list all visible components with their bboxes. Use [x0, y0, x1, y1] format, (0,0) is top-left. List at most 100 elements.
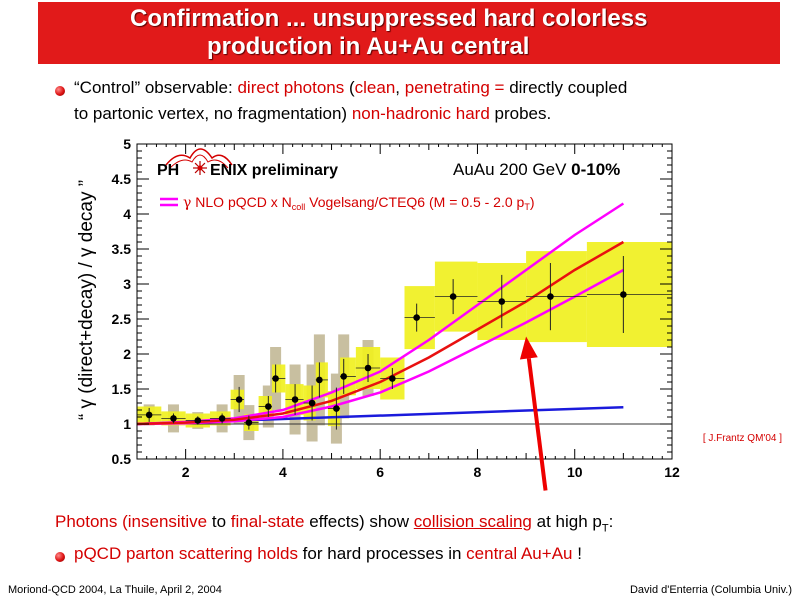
text-span: Photons ( [55, 512, 128, 531]
data-point [303, 385, 316, 421]
x-tick-label: 6 [376, 464, 384, 480]
y-tick-label: 3.5 [112, 241, 132, 257]
phenix-logo-arcs [165, 148, 233, 166]
data-point [380, 368, 405, 389]
text-span: T [524, 202, 530, 212]
data-point [477, 274, 527, 329]
text-span: at high p [531, 512, 602, 531]
text-span: ) [530, 194, 535, 210]
data-point [340, 358, 356, 394]
data-marker [413, 314, 420, 321]
title-bar [38, 2, 780, 64]
data-marker [449, 293, 457, 300]
data-marker [291, 396, 299, 403]
data-marker [620, 291, 627, 298]
data-point [137, 407, 162, 422]
x-tick-label: 12 [664, 464, 680, 480]
star-core [197, 165, 203, 171]
y-tick-label: 2.5 [112, 311, 132, 327]
penetrating-text: penetrating = [404, 78, 505, 97]
data-point [209, 413, 231, 424]
clean-text: clean [354, 78, 396, 97]
bullet-2-line: pQCD parton scattering holds for hard pr… [74, 544, 582, 564]
y-tick-label: 0.5 [112, 451, 132, 467]
red-arrow-head [519, 336, 538, 360]
footer-left: Moriond-QCD 2004, La Thuile, April 2, 20… [8, 584, 222, 596]
data-marker [145, 411, 153, 419]
phenix-label: PH [157, 162, 179, 179]
data-marker [389, 375, 396, 382]
text-span: directly coupled [504, 78, 628, 97]
footer-right: David d'Enterria (Columbia Univ.) [629, 584, 792, 596]
data-point [285, 384, 304, 415]
data-marker [340, 373, 348, 380]
legend-text: γ NLO pQCD x Ncoll Vogelsang/CTEQ6 (M = … [183, 194, 534, 212]
title-line-1: Confirmation ... unsuppressed hard color… [130, 5, 648, 32]
text-span: probes. [489, 104, 552, 123]
text-span: effects) show [304, 512, 414, 531]
data-marker [498, 298, 506, 305]
pqcd-text: pQCD parton scattering holds [74, 544, 298, 563]
y-tick-label: 4 [123, 206, 131, 222]
text-span: γ [183, 195, 191, 211]
data-point [355, 354, 381, 382]
data-point [161, 413, 186, 424]
data-marker [364, 364, 372, 372]
phenix-star-icon [193, 161, 207, 175]
data-point [586, 256, 672, 333]
text-span: to [207, 512, 231, 531]
central-auau-text: central Au+Au [466, 544, 573, 563]
y-tick-label: 4.5 [112, 171, 132, 187]
data-marker [547, 293, 554, 300]
text-span: , [395, 78, 405, 97]
text-span: : [608, 512, 614, 531]
text-span: to partonic vertex, no fragmentation) [74, 104, 352, 123]
data-marker [235, 396, 243, 403]
bullet-marker-1 [55, 86, 65, 96]
data-marker [170, 415, 177, 422]
plot-frame [136, 143, 673, 460]
text-span: NLO pQCD x N [191, 194, 291, 210]
data-point [271, 364, 286, 393]
x-tick-label: 8 [474, 464, 482, 480]
collision-scaling-text: collision scaling [413, 512, 532, 531]
direct-photons-text: direct photons [237, 78, 345, 97]
y-tick-label: 3 [123, 276, 131, 292]
y-tick-label: 2 [123, 346, 131, 362]
text-span: ( [344, 78, 355, 97]
conclusion-line: Photons (insensitive to final-state effe… [55, 512, 613, 534]
data-marker [316, 376, 323, 384]
data-point [244, 415, 259, 430]
text-span: 0-10% [571, 160, 620, 179]
title-line-2: production in Au+Au central [207, 33, 530, 60]
data-point [185, 416, 210, 425]
bullet-1-line-2: to partonic vertex, no fragmentation) no… [74, 104, 551, 124]
text-span: coll [292, 202, 306, 212]
subscript: T [601, 522, 609, 535]
data-point [434, 279, 478, 315]
y-tick-label: 1 [123, 416, 131, 432]
data-marker [245, 419, 253, 426]
phenix-logo-arcs [169, 154, 229, 169]
data-point [315, 362, 328, 398]
text-span: ! [572, 544, 582, 563]
x-tick-label: 4 [279, 464, 287, 480]
system-label: AuAu 200 GeV 0-10% [453, 160, 620, 179]
reference-note: [ J.Frantz QM'04 ] [703, 433, 782, 444]
data-point [258, 396, 272, 417]
y-axis-label: “ γ (direct+decay) / γ decay ” [76, 180, 97, 420]
data-point [327, 387, 341, 430]
y-tick-label: 5 [123, 136, 131, 152]
phenix-preliminary-label: ENIX preliminary [210, 162, 338, 179]
data-marker [308, 399, 316, 407]
text-span: for hard processes in [297, 544, 467, 563]
data-marker [333, 405, 340, 412]
data-marker [272, 375, 279, 382]
data-point [230, 386, 244, 413]
x-tick-label: 10 [567, 464, 583, 480]
bullet-1-line-1: “Control” observable: direct photons (cl… [74, 78, 627, 98]
data-point [404, 303, 435, 332]
text-span: “Control” observable: [74, 78, 238, 97]
x-tick-label: 2 [182, 464, 190, 480]
